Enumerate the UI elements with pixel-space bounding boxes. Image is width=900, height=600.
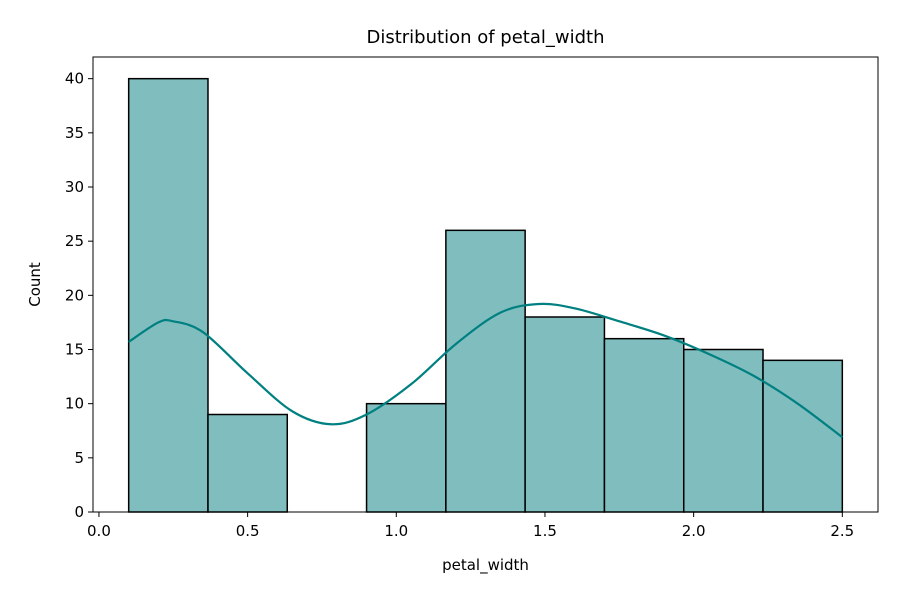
plot-frame: [92, 56, 879, 513]
histogram-bar-4: [365, 402, 447, 513]
histogram-bar-7: [603, 337, 685, 513]
chart-title: Distribution of petal_width: [366, 27, 604, 48]
y-tick-label: 15: [65, 341, 84, 359]
y-tick-label: 25: [65, 232, 84, 250]
y-tick-label: 40: [65, 70, 84, 88]
y-tick-label: 10: [65, 395, 84, 413]
y-axis-ticks: 0 5 10 15 20 25 30 35 40: [65, 70, 93, 521]
x-tick-label: 1.5: [533, 522, 557, 540]
y-tick-label: 5: [74, 449, 84, 467]
x-tick-label: 2.0: [682, 522, 706, 540]
histogram-bar-6: [524, 316, 606, 513]
x-tick-label: 2.5: [830, 522, 854, 540]
histogram-bar-9: [762, 359, 844, 513]
x-axis-label: petal_width: [442, 556, 529, 575]
histogram-bar-1: [127, 77, 209, 513]
y-tick-label: 20: [65, 286, 84, 304]
x-tick-label: 1.0: [384, 522, 408, 540]
y-tick-label: 35: [65, 124, 84, 142]
x-tick-label: 0.5: [236, 522, 260, 540]
y-tick-label: 0: [74, 503, 84, 521]
histogram-bar-5: [445, 229, 526, 513]
histogram-bar-8: [682, 348, 764, 513]
y-axis-label: Count: [26, 262, 44, 307]
x-tick-label: 0.0: [87, 522, 111, 540]
kde-line: [128, 302, 843, 439]
bars-layer: [127, 77, 844, 513]
y-tick-label: 30: [65, 178, 84, 196]
x-axis-ticks: 0.0 0.5 1.0 1.5 2.0 2.5: [87, 512, 854, 540]
histogram-bar-2: [207, 413, 289, 513]
